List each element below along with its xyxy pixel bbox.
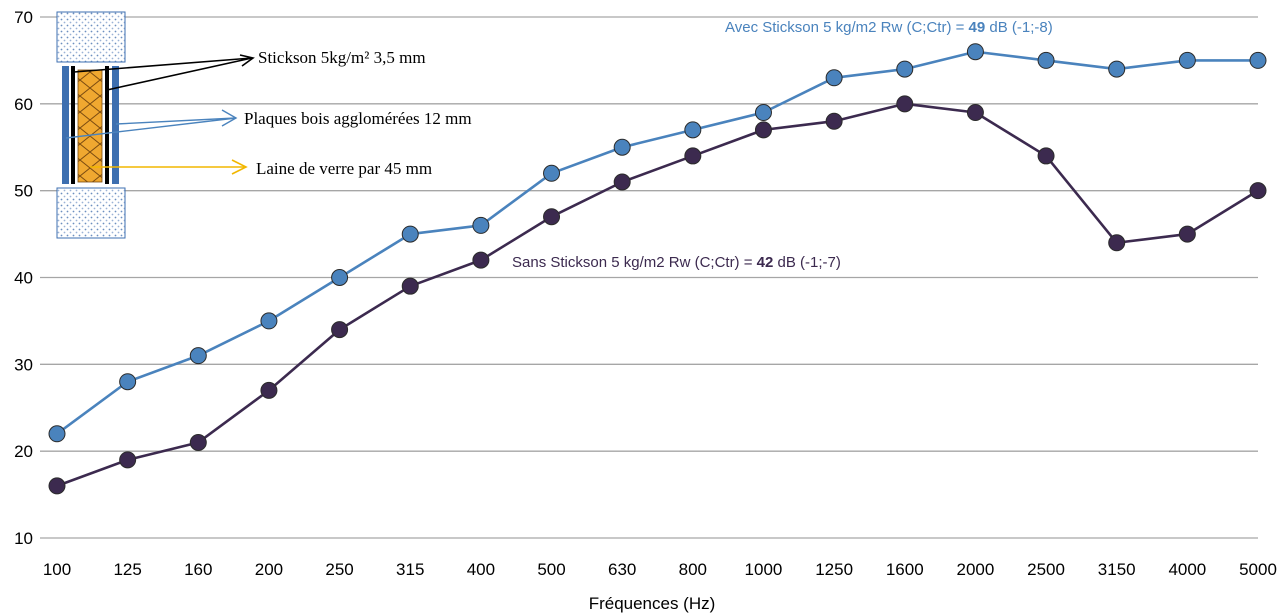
data-point-1-5 [401, 277, 419, 295]
sans-annotation-prefix: Sans Stickson 5 kg/m2 Rw (C;Ctr) = [512, 254, 757, 271]
data-point-1-6 [472, 251, 490, 269]
data-point-0-2 [189, 347, 207, 365]
x-tick-label-17: 5000 [1239, 560, 1277, 579]
data-point-0-1 [119, 373, 137, 391]
x-axis-label: Fréquences (Hz) [589, 594, 716, 613]
lower-block [56, 187, 126, 239]
data-point-0-13 [966, 43, 984, 61]
sans-annotation: Sans Stickson 5 kg/m2 Rw (C;Ctr) = 42 dB… [512, 254, 841, 271]
data-point-1-9 [684, 147, 702, 165]
x-tick-label-8: 630 [608, 560, 636, 579]
data-point-0-6 [472, 216, 490, 234]
data-point-1-13 [966, 104, 984, 122]
data-point-0-11 [825, 69, 843, 87]
x-tick-label-16: 4000 [1168, 560, 1206, 579]
series-line-0 [56, 50, 1258, 435]
data-point-1-10 [754, 121, 772, 139]
x-tick-label-12: 1600 [886, 560, 924, 579]
avec-annotation-value: 49 [969, 19, 986, 36]
upper-block [56, 11, 126, 63]
wall-section-inset [56, 11, 126, 239]
data-point-1-3 [260, 381, 278, 399]
data-point-1-7 [543, 208, 561, 226]
data-point-1-12 [896, 95, 914, 113]
data-point-0-4 [331, 269, 349, 286]
x-tick-label-7: 500 [537, 560, 565, 579]
avec-annotation-prefix: Avec Stickson 5 kg/m2 Rw (C;Ctr) = [725, 19, 969, 36]
glass-wool [77, 69, 103, 183]
stickson-label: Stickson 5kg/m² 3,5 mm [258, 48, 426, 67]
x-tick-label-3: 200 [255, 560, 283, 579]
data-point-1-2 [189, 433, 207, 451]
x-tick-label-4: 250 [325, 560, 353, 579]
avec-annotation-suffix: dB (-1;-8) [985, 19, 1053, 36]
data-point-1-17 [1249, 182, 1267, 200]
x-tick-labels: 100 125 160 200 250 315 400 500 630 800 1000 1250 16… [43, 560, 1277, 579]
laine-arrow [90, 159, 248, 175]
y-tick-label-6: 70 [14, 8, 33, 27]
panel-right [112, 66, 119, 184]
data-point-0-7 [543, 164, 561, 182]
data-point-0-12 [896, 60, 914, 78]
x-tick-label-6: 400 [467, 560, 495, 579]
data-point-0-3 [260, 312, 278, 330]
data-point-0-17 [1249, 51, 1267, 69]
grid-lines [40, 16, 1258, 539]
series-0 [48, 43, 1267, 443]
data-point-1-15 [1108, 234, 1126, 252]
data-point-1-8 [613, 173, 631, 191]
stickson-right [105, 66, 109, 184]
data-point-1-16 [1178, 225, 1196, 243]
x-tick-label-1: 125 [113, 560, 141, 579]
data-point-1-1 [119, 451, 137, 469]
x-tick-label-13: 2000 [956, 560, 994, 579]
y-tick-label-2: 30 [14, 355, 33, 374]
data-point-1-4 [331, 321, 349, 339]
series-1 [48, 95, 1267, 495]
x-tick-label-14: 2500 [1027, 560, 1065, 579]
data-point-0-10 [754, 104, 772, 122]
x-tick-label-11: 1250 [815, 560, 853, 579]
y-tick-label-5: 60 [14, 95, 33, 114]
y-tick-label-0: 10 [14, 529, 33, 548]
x-tick-label-2: 160 [184, 560, 212, 579]
sans-annotation-value: 42 [757, 254, 774, 271]
y-tick-labels: 10 20 30 40 50 60 70 [14, 8, 33, 548]
panel-left [62, 66, 69, 184]
data-point-1-11 [825, 112, 843, 130]
stickson-left [71, 66, 75, 184]
data-point-1-14 [1037, 147, 1055, 165]
data-point-1-0 [48, 477, 66, 495]
data-point-0-15 [1108, 60, 1126, 78]
laine-label: Laine de verre par 45 mm [256, 159, 432, 178]
data-point-0-9 [684, 121, 702, 139]
x-tick-label-15: 3150 [1098, 560, 1136, 579]
plaques-arrow [65, 109, 238, 139]
y-tick-label-4: 50 [14, 182, 33, 201]
y-tick-label-3: 40 [14, 269, 33, 288]
data-point-0-0 [48, 425, 66, 443]
y-tick-label-1: 20 [14, 442, 33, 461]
series-layer [48, 43, 1267, 495]
data-point-0-14 [1037, 51, 1055, 69]
series-line-1 [56, 102, 1259, 488]
x-tick-label-5: 315 [396, 560, 424, 579]
stickson-arrow [73, 54, 255, 91]
x-tick-label-0: 100 [43, 560, 71, 579]
data-point-0-8 [613, 138, 631, 156]
data-point-0-16 [1178, 51, 1196, 69]
sans-annotation-suffix: dB (-1;-7) [773, 254, 841, 271]
avec-annotation: Avec Stickson 5 kg/m2 Rw (C;Ctr) = 49 dB… [725, 19, 1053, 36]
data-point-0-5 [401, 225, 419, 243]
x-tick-label-10: 1000 [745, 560, 783, 579]
x-tick-label-9: 800 [679, 560, 707, 579]
plaques-label: Plaques bois agglomérées 12 mm [244, 109, 472, 128]
